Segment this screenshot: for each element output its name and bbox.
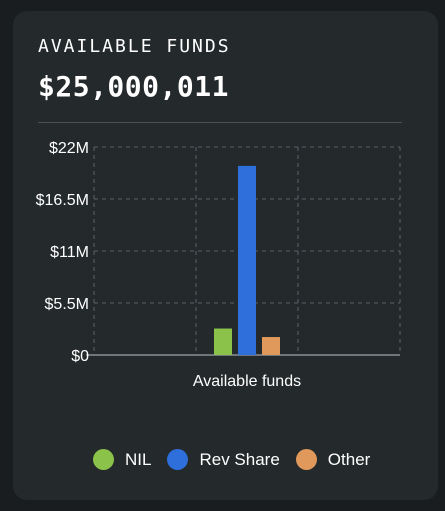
y-tick-label: $22M — [49, 140, 89, 157]
y-tick-label: $16.5M — [36, 192, 89, 209]
bar-rev-share[interactable] — [238, 165, 256, 355]
legend-label: NIL — [125, 449, 152, 469]
available-funds-amount: $25,000,011 — [38, 70, 229, 103]
card-title: AVAILABLE FUNDS — [38, 36, 231, 57]
bar-chart: $0 $5.5M $11M $16.5M $22M Available funds — [36, 140, 401, 390]
legend-label: Other — [327, 449, 371, 469]
legend-label: Rev Share — [199, 449, 280, 469]
legend-item-other[interactable]: Other — [295, 449, 371, 470]
legend-swatch — [295, 449, 317, 470]
funds-card: AVAILABLE FUNDS $25,000,011 $0 $5.5M $11M $… — [13, 11, 438, 500]
legend-swatch — [93, 449, 114, 470]
x-category-label: Available funds — [193, 373, 301, 390]
legend-item-rev-share[interactable]: Rev Share — [167, 449, 280, 470]
y-tick-label: $11M — [50, 244, 89, 261]
bar-nil[interactable] — [214, 328, 232, 355]
chart-bars — [214, 165, 280, 355]
legend-swatch — [167, 449, 189, 470]
y-tick-label: $0 — [71, 348, 89, 365]
x-axis-categories: Available funds — [193, 373, 301, 390]
y-axis-ticks: $0 $5.5M $11M $16.5M $22M — [36, 140, 89, 365]
chart-legend: NIL Rev Share Other — [93, 449, 386, 470]
y-tick-label: $5.5M — [45, 296, 89, 313]
bar-other[interactable] — [262, 337, 280, 355]
divider — [38, 122, 402, 123]
legend-item-nil[interactable]: NIL — [93, 449, 151, 470]
